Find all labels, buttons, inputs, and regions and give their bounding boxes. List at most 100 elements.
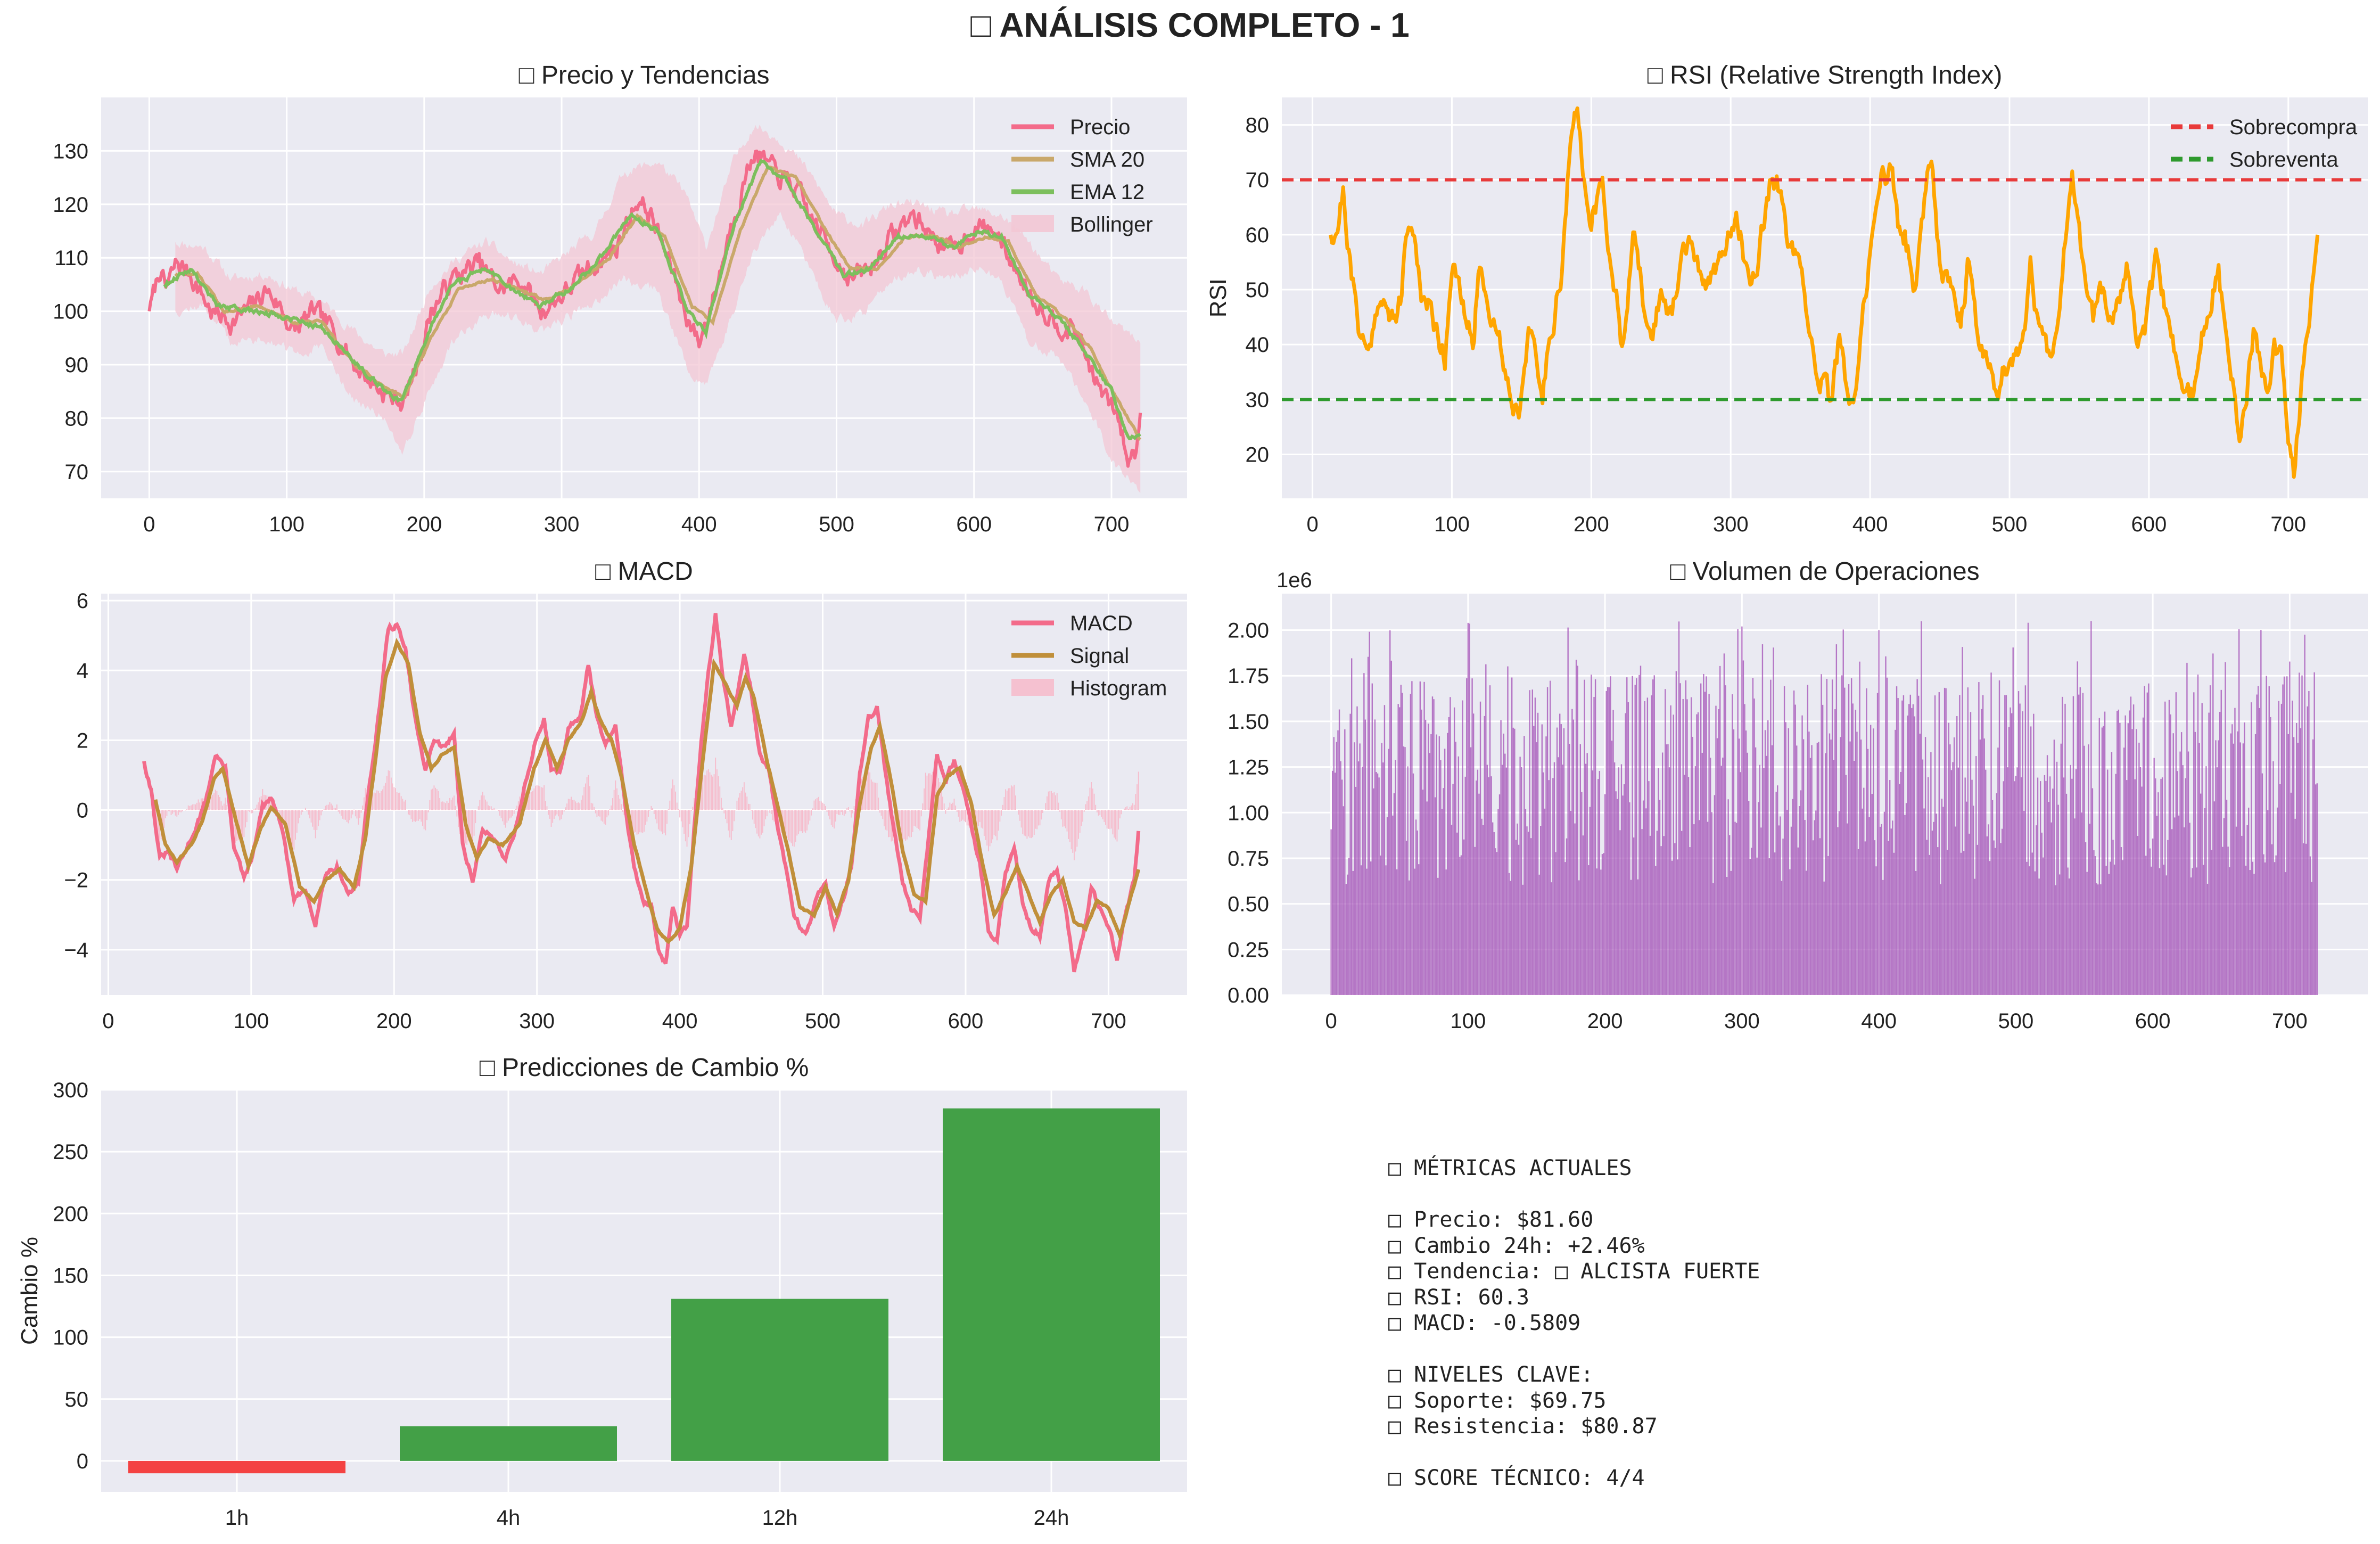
volume-bar [1456,832,1458,995]
volume-bar [1909,694,1911,995]
histogram-bar [997,810,998,841]
volume-bar [2220,689,2222,995]
histogram-bar [440,801,442,810]
histogram-bar [611,805,612,810]
volume-bar [2079,687,2081,995]
volume-bar [1366,868,1368,995]
histogram-bar [939,782,941,810]
histogram-bar [241,810,242,841]
histogram-bar [659,810,661,831]
histogram-bar [1088,796,1089,810]
volume-bar [2010,707,2011,995]
histogram-bar [412,810,414,822]
histogram-bar [769,810,771,813]
volume-bar [2264,862,2266,995]
volume-bar [1633,837,1635,995]
volume-bar [1971,779,1973,995]
volume-bar [2124,715,2126,995]
y-tick-label: 80 [65,407,89,430]
volume-bar [1866,688,1867,995]
volume-bar [2022,711,2023,995]
histogram-bar [576,802,578,810]
histogram-bar [688,810,689,837]
volume-bar [2161,777,2163,995]
histogram-bar [650,806,652,810]
volume-bar [1369,631,1370,995]
volume-bar [1748,801,1750,995]
volume-bar [1852,703,1854,995]
histogram-bar [853,806,855,810]
volume-bar [2044,775,2046,995]
volume-bar [2260,630,2262,995]
volume-bar [1730,870,1732,995]
volume-bar [2200,793,2202,995]
histogram-bar [1012,786,1014,810]
histogram-bar [390,777,392,810]
histogram-bar [269,798,270,810]
volume-bar [1343,806,1344,995]
histogram-bar [705,775,706,810]
volume-bar [1850,678,1852,995]
volume-bar [1956,716,1958,995]
volume-bar [2245,865,2247,995]
x-tick-label: 500 [1998,1009,2033,1033]
volume-bar [1953,737,1955,995]
volume-bar [2294,818,2296,995]
histogram-bar [689,810,690,825]
histogram-bar [716,769,718,810]
volume-bar [1399,707,1401,995]
volume-bar [2103,726,2104,995]
volume-bar [2101,727,2103,995]
histogram-bar [439,798,441,810]
histogram-bar [1045,803,1047,810]
volume-bar [1553,762,1555,995]
volume-bar [1745,730,1747,995]
histogram-bar [200,798,202,810]
volume-bar [2119,722,2121,995]
x-tick-label: 600 [2135,1009,2171,1033]
histogram-bar [713,774,715,810]
histogram-bar [304,808,306,810]
metric-resistance: □ Resistencia: $80.87 [1388,1414,1658,1439]
volume-bar [1768,858,1770,995]
histogram-bar [582,795,583,810]
histogram-bar [936,768,938,810]
histogram-bar [352,810,353,815]
volume-bar [1835,644,1838,995]
histogram-bar [458,810,459,827]
legend-swatch [1011,679,1054,696]
volume-bar [2246,825,2248,995]
volume-bar [1900,771,1901,995]
histogram-bar [452,797,454,810]
volume-bar [1763,768,1765,995]
histogram-bar [998,810,999,831]
volume-bar [1648,781,1650,995]
volume-bar [1857,849,1859,995]
histogram-bar [1079,810,1081,833]
histogram-bar [346,810,348,823]
histogram-bar [1126,806,1128,810]
histogram-bar [408,810,409,815]
histogram-bar [721,798,722,810]
histogram-bar [919,810,920,831]
histogram-bar [692,807,694,810]
volume-bar [2302,843,2304,995]
histogram-bar [1098,810,1099,816]
histogram-bar [323,809,325,810]
volume-bar [1808,732,1810,995]
volume-bar [1567,627,1569,995]
histogram-bar [615,780,616,810]
volume-bar [1605,691,1607,995]
histogram-bar [180,810,182,812]
histogram-bar [915,810,916,827]
histogram-bar [589,786,590,810]
volume-bar [1756,857,1758,995]
histogram-bar [325,806,326,810]
volume-bar [1896,686,1898,995]
volume-bar [2209,685,2211,995]
volume-bar [1854,760,1855,995]
histogram-bar [386,776,388,810]
metrics-spacer [1388,1181,1760,1208]
volume-bar [2070,765,2071,995]
volume-bar [2164,701,2166,995]
